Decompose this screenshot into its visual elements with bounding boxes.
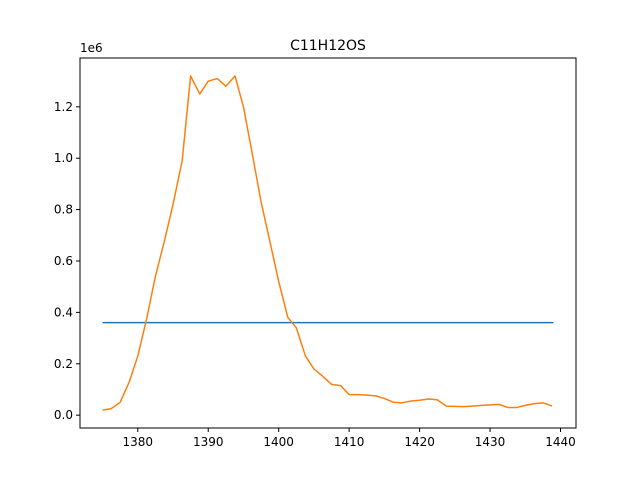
y-tick-label: 1.2 bbox=[54, 100, 73, 114]
y-tick-label: 0.2 bbox=[54, 357, 73, 371]
x-tick-label: 1390 bbox=[193, 435, 224, 449]
x-tick-label: 1410 bbox=[334, 435, 365, 449]
axes-frame bbox=[79, 57, 577, 429]
plot-area bbox=[102, 75, 554, 411]
x-tick-label: 1380 bbox=[122, 435, 153, 449]
y-tick-label: 0.8 bbox=[54, 203, 73, 217]
x-tick-label: 1440 bbox=[545, 435, 576, 449]
x-tick-label: 1400 bbox=[263, 435, 294, 449]
y-tick-label: 0.0 bbox=[54, 408, 73, 422]
x-tick-label: 1430 bbox=[475, 435, 506, 449]
chart-title: C11H12OS bbox=[290, 38, 366, 54]
y-tick-label: 1.0 bbox=[54, 151, 73, 165]
axes: 1380 1390 1400 1410 1420 1430 1440 0.0 0.2 0.4 0.6… bbox=[54, 100, 576, 449]
x-tick-label: 1420 bbox=[404, 435, 435, 449]
y-tick-label: 0.6 bbox=[54, 254, 73, 268]
y-offset-label: 1e6 bbox=[80, 41, 103, 55]
series-line-1 bbox=[102, 75, 553, 411]
y-tick-label: 0.4 bbox=[54, 305, 73, 319]
